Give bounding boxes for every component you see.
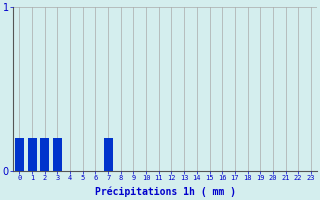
- Bar: [28, 138, 36, 171]
- Bar: [15, 138, 24, 171]
- X-axis label: Précipitations 1h ( mm ): Précipitations 1h ( mm ): [95, 187, 236, 197]
- Bar: [53, 138, 62, 171]
- Bar: [104, 138, 113, 171]
- Bar: [40, 138, 49, 171]
